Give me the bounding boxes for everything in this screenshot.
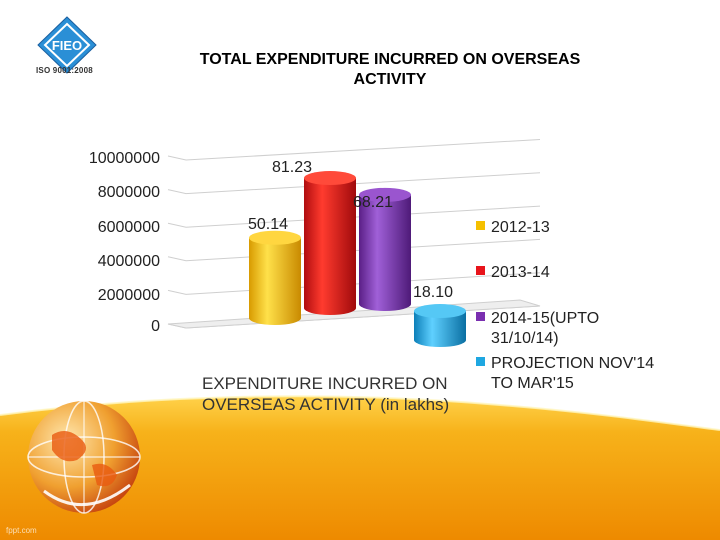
y-tick-label: 10000000 (89, 150, 160, 167)
legend-swatch (476, 266, 485, 275)
y-tick-label: 6000000 (98, 219, 160, 236)
gridline (167, 172, 541, 195)
chart-caption: EXPENDITURE INCURRED ON OVERSEAS ACTIVIT… (202, 374, 449, 414)
page-title: TOTAL EXPENDITURE INCURRED ON OVERSEAS A… (130, 50, 650, 90)
iso-certification: ISO 9001:2008 (36, 66, 93, 75)
legend-entry: PROJECTION NOV'14 (491, 355, 654, 372)
gridline (167, 205, 541, 228)
bar (249, 230, 301, 325)
gridline (167, 272, 541, 295)
gridline (167, 238, 541, 262)
legend-swatch (476, 312, 485, 321)
legend-entry: TO MAR'15 (491, 375, 574, 392)
logo-text: FIEO (52, 38, 82, 53)
chart-legend: 2012-13 2013-14 2014-15(UPTO 31/10/14) P… (476, 219, 654, 392)
background-band (0, 395, 720, 540)
y-tick-label: 8000000 (98, 184, 160, 201)
bar-series (249, 171, 466, 347)
gridline (167, 139, 541, 161)
bar (359, 187, 411, 311)
caption-line-1: EXPENDITURE INCURRED ON (202, 374, 448, 393)
legend-entry: 2014-15(UPTO (491, 310, 599, 327)
title-line-2: ACTIVITY (353, 71, 427, 88)
y-tick-label: 2000000 (98, 287, 160, 304)
data-label: 81.23 (272, 159, 312, 176)
data-label: 68.21 (353, 194, 393, 211)
fieo-logo: FIEO (37, 16, 97, 74)
y-tick-label: 0 (151, 318, 160, 335)
legend-swatch (476, 357, 485, 366)
bar (414, 304, 466, 347)
y-tick-label: 4000000 (98, 253, 160, 270)
legend-entry: 2012-13 (491, 219, 550, 236)
title-line-1: TOTAL EXPENDITURE INCURRED ON OVERSEAS (199, 51, 581, 68)
data-labels: 50.14 81.23 68.21 18.10 (248, 159, 453, 301)
legend-entry: 2013-14 (491, 264, 550, 281)
globe-icon (27, 400, 141, 514)
data-label: 50.14 (248, 216, 288, 233)
data-label: 18.10 (413, 284, 453, 301)
y-axis: 10000000 8000000 6000000 4000000 2000000… (89, 150, 160, 335)
legend-entry: 31/10/14) (491, 330, 559, 347)
watermark: fppt.com (6, 526, 37, 535)
caption-line-2: OVERSEAS ACTIVITY (in lakhs) (202, 395, 449, 414)
bar (304, 171, 356, 315)
legend-swatch (476, 221, 485, 230)
